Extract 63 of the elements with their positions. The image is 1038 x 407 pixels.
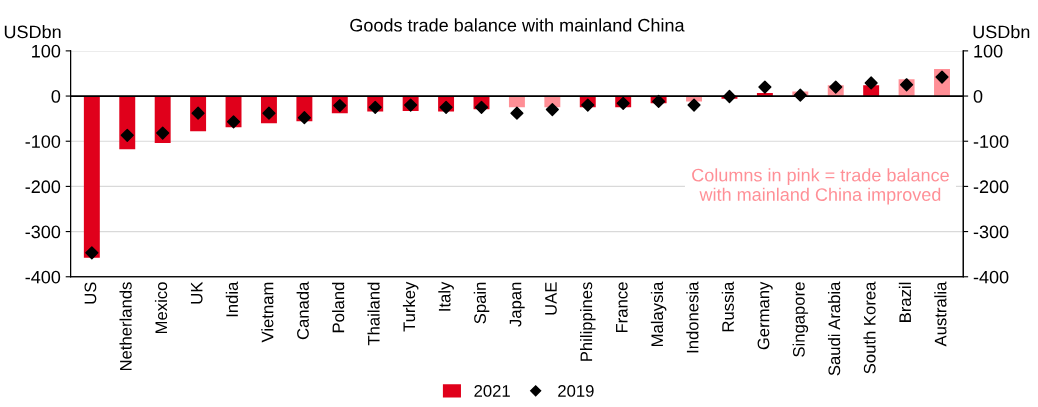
y2-axis-title: USDbn [973,25,1030,39]
point [722,89,737,104]
x-tick-label: Canada [296,281,309,340]
y2-tick-label: 100 [974,44,1003,58]
x-tick-label: Netherlands [119,282,132,371]
x-tick-label: France [616,282,628,333]
y2-tick-label: -100 [973,135,1009,148]
point [899,78,914,92]
point [545,103,559,117]
annotation: Columns in pink = trade balance with mainland China improved [692,168,949,205]
y-tick-label: 100 [32,44,61,58]
y-tick-label: 0 [51,89,61,103]
point [120,128,134,142]
x-tick-label: Thailand [367,282,380,346]
x-tick-label: Japan [509,282,525,327]
y-axis-title: USDbn [4,25,61,39]
x-tick-label: Brazil [898,282,912,322]
x-tick-label: India [225,281,239,317]
x-tick-label: Philippines [580,282,596,361]
x-tick-label: Indonesia [686,281,699,353]
point [439,100,453,114]
point [864,76,878,90]
point [652,94,666,109]
x-tick-label: UAE [545,282,557,315]
y2-tick-label: -400 [973,270,1009,284]
x-tick-label: Turkey [402,281,419,332]
x-tick-label: Malaysia [650,281,667,347]
y-tick-label: -100 [25,135,61,148]
point [829,80,843,94]
legend-label: 2021 [474,385,510,397]
point [368,100,382,114]
x-tick-label: Singapore [792,282,809,357]
point [758,80,772,94]
point [297,111,311,125]
x-tick-label: Spain [473,282,490,324]
y2-tick-label: -200 [973,180,1009,194]
x-tick-label: South Korea [863,281,876,374]
point [156,126,170,140]
y2-tick-label: -300 [973,225,1009,239]
point [687,98,701,112]
x-tick-label: Australia [934,281,947,347]
point [474,100,489,114]
point [226,115,241,129]
point [793,88,807,102]
y-tick-label: -300 [25,225,61,239]
y-tick-label: -200 [25,180,61,194]
x-tick-label: Mexico [154,282,168,334]
x-tick-label: UK [190,281,203,304]
y2-tick-label: 0 [973,89,983,103]
legend-label: 2019 [558,385,594,397]
x-tick-label: Vietnam [261,282,274,343]
point [85,246,99,260]
x-tick-label: Italy [438,281,454,311]
chart-title: Goods trade balance with mainland China [350,18,685,32]
x-tick-label: Saudi Arabia [827,281,841,376]
bar [83,96,100,258]
y-tick-label: -400 [25,270,61,284]
x-tick-label: Germany [757,281,773,350]
x-tick-label: Russia [721,281,734,332]
point [581,98,595,112]
x-tick-label: US [84,282,97,304]
x-tick-label: Poland [332,282,345,333]
point [510,106,524,120]
